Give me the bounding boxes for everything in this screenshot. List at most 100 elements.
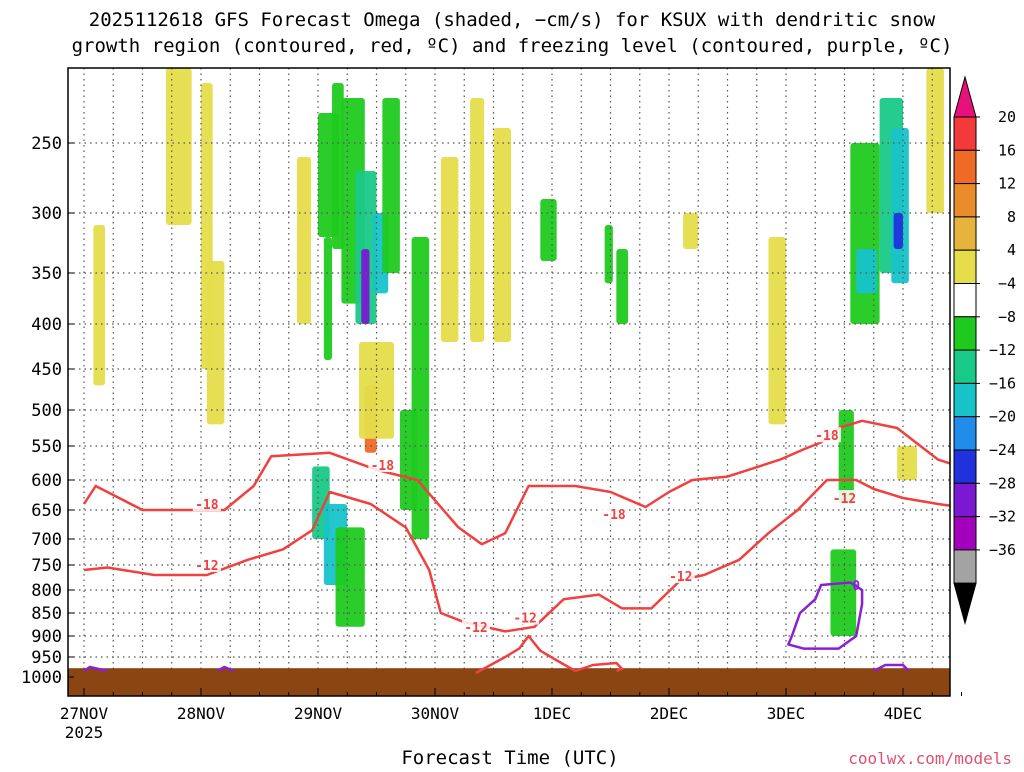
- x-tick-label-30NOV: 30NOV: [411, 704, 460, 723]
- colorbar-label-10: −24: [989, 441, 1016, 459]
- colorbar-swatch-8: [953, 349, 977, 384]
- y-tick-label-800: 800: [31, 581, 62, 601]
- colorbar-label-4: 4: [1007, 241, 1016, 259]
- omega-cell-32: [893, 213, 903, 249]
- omega-cell-28: [850, 143, 880, 324]
- dgz-label-text-5: -12: [464, 621, 487, 636]
- freezing-contour-2: [787, 581, 864, 650]
- freezing-contour-3: [873, 663, 910, 673]
- x-tick-label-2DEC: 2DEC: [650, 704, 689, 723]
- colorbar-label-6: −8: [998, 308, 1016, 326]
- omega-cell-19: [358, 342, 395, 439]
- omega-cell-15: [399, 410, 418, 510]
- omega-cell-21: [470, 98, 485, 342]
- dgz-label-bg-4: [192, 557, 221, 572]
- colorbar-label-12: −32: [989, 508, 1016, 526]
- chart-title-line1: 2025112618 GFS Forecast Omega (shaded, −…: [89, 9, 936, 31]
- omega-cell-5: [332, 83, 344, 249]
- omega-cell-24: [604, 225, 613, 284]
- y-tick-label-650: 650: [31, 501, 62, 521]
- omega-cell-20: [440, 157, 459, 342]
- colorbar-top-triangle: [953, 75, 977, 118]
- dgz-label-text-8: -12: [833, 492, 856, 507]
- dgz-label-text-0: -18: [195, 498, 219, 513]
- dgz-label-text-1: -18: [371, 459, 395, 474]
- colorbar-swatch-3: [953, 183, 977, 218]
- terrain-fill: [68, 668, 950, 696]
- y-tick-label-300: 300: [31, 204, 62, 224]
- colorbar-swatch-10: [953, 416, 977, 451]
- omega-cell-1: [165, 68, 192, 225]
- dgz-contour-1: [83, 478, 950, 633]
- x-tick-label-29NOV: 29NOV: [294, 704, 343, 723]
- plot-area: -18 -18 -18 -18 -12 -12 -12 -12 -12 0: [68, 68, 950, 696]
- omega-cell-34: [897, 446, 918, 480]
- y-tick-label-850: 850: [31, 604, 62, 624]
- omega-cell-22: [493, 128, 512, 342]
- dgz-label-8: -12: [830, 490, 859, 507]
- freezing-contour-0: [83, 665, 108, 673]
- dgz-label-4: -12: [192, 557, 221, 574]
- omega-cell-31: [891, 128, 909, 284]
- omega-cell-18: [335, 527, 365, 627]
- dgz-label-0: -18: [192, 496, 221, 513]
- colorbar-label-11: −28: [989, 474, 1016, 492]
- y-tick-label-550: 550: [31, 437, 62, 457]
- dgz-label-1: -18: [368, 457, 397, 474]
- colorbar-label-1: 16: [998, 141, 1016, 159]
- dgz-label-6: -12: [511, 609, 540, 627]
- colorbar-swatch-1: [953, 116, 977, 151]
- omega-cell-25: [616, 249, 629, 324]
- colorbar-label-7: −12: [989, 341, 1016, 359]
- omega-cell-0: [93, 225, 106, 386]
- y-tick-label-950: 950: [31, 648, 62, 668]
- omega-cell-13: [382, 98, 400, 273]
- x-tick-sublabel-27NOV: 2025: [65, 723, 104, 742]
- x-tick-label-1DEC: 1DEC: [533, 704, 572, 723]
- y-tick-label-750: 750: [31, 556, 62, 576]
- dgz-label-bg-2: [600, 506, 629, 522]
- omega-cell-10: [361, 249, 370, 324]
- dgz-label-text-4: -12: [195, 559, 218, 574]
- omega-cell-23: [540, 199, 557, 261]
- omega-cell-6: [296, 157, 311, 324]
- dgz-label-bg-0: [192, 496, 221, 511]
- omega-cell-3: [206, 261, 225, 425]
- dgz-label-text-3: -18: [815, 429, 839, 444]
- colorbar-label-9: −20: [989, 408, 1016, 426]
- omega-cell-29: [856, 249, 878, 294]
- credit-text: coolwx.com/models: [848, 749, 1012, 768]
- dgz-label-bg-6: [511, 609, 540, 625]
- colorbar-swatch-9: [953, 382, 977, 418]
- omega-cell-27: [768, 237, 786, 425]
- colorbar-label-5: −4: [998, 275, 1016, 293]
- omega-cell-36: [830, 549, 857, 636]
- y-tick-label-1000: 1000: [21, 668, 62, 688]
- plot-border: [67, 67, 951, 697]
- dgz-label-2: -18: [600, 506, 629, 523]
- x-tick-label-4DEC: 4DEC: [884, 704, 923, 723]
- colorbar-label-13: −36: [989, 541, 1016, 559]
- dgz-label-text-7: -12: [669, 570, 692, 585]
- dgz-label-bg-3: [812, 427, 841, 443]
- x-tick-label-28NOV: 28NOV: [177, 704, 226, 723]
- colorbar-swatch-4: [953, 216, 977, 251]
- y-tick-label-500: 500: [31, 401, 62, 421]
- colorbar-swatch-13: [953, 516, 977, 551]
- dgz-label-5: -12: [461, 618, 490, 636]
- y-tick-label-600: 600: [31, 471, 62, 491]
- y-tick-label-900: 900: [31, 627, 62, 647]
- colorbar-swatch-14: [953, 549, 977, 584]
- dgz-label-3: -18: [812, 427, 841, 444]
- omega-cell-9: [355, 171, 377, 324]
- x-axis-title: Forecast Time (UTC): [401, 747, 618, 768]
- colorbar-swatch-7: [953, 316, 977, 351]
- y-tick-label-350: 350: [31, 264, 62, 284]
- dgz-label-bg-1: [368, 457, 397, 473]
- colorbar-swatch-6: [953, 283, 977, 318]
- dgz-label-bg-5: [461, 618, 490, 634]
- omega-cell-26: [683, 213, 699, 249]
- omega-cell-33: [926, 68, 944, 213]
